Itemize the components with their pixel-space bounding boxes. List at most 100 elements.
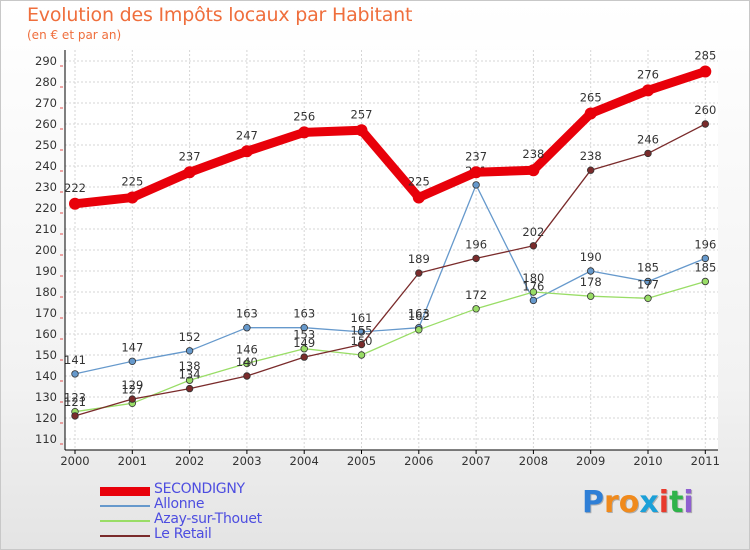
y-tick-label: 220 [35, 201, 57, 215]
data-label: 155 [351, 324, 373, 338]
data-label: 163 [236, 307, 258, 321]
data-label: 276 [637, 67, 659, 81]
data-point [300, 324, 308, 332]
data-label: 222 [64, 181, 86, 195]
data-point [412, 191, 425, 204]
data-point [357, 340, 366, 349]
logo-letter: i [683, 485, 694, 520]
x-tick-label: 2006 [404, 454, 433, 468]
data-label: 152 [179, 330, 201, 344]
x-tick-label: 2000 [60, 454, 89, 468]
chart-subtitle: (en € et par an) [27, 28, 122, 42]
data-point [357, 351, 366, 359]
legend-swatch [100, 520, 150, 522]
x-tick-label: 2005 [347, 454, 376, 468]
data-point [701, 277, 709, 286]
data-point [699, 65, 712, 78]
chart-title: Evolution des Impôts locaux par Habitant [27, 4, 413, 26]
data-point [584, 107, 597, 120]
data-point [472, 181, 480, 189]
y-tick-label: 290 [35, 54, 57, 68]
data-label: 123 [64, 391, 86, 405]
data-label: 172 [465, 288, 487, 302]
legend-label: Azay-sur-Thouet [154, 511, 262, 527]
y-tick-label: 110 [35, 432, 57, 446]
data-label: 260 [694, 103, 716, 117]
data-point [71, 412, 79, 420]
data-label: 178 [580, 275, 602, 289]
data-point [298, 126, 311, 139]
x-tick-label: 2009 [576, 454, 605, 468]
y-tick-label: 210 [35, 222, 57, 236]
data-label: 238 [522, 147, 544, 161]
y-tick-label: 230 [35, 180, 57, 194]
data-label: 138 [179, 359, 201, 373]
data-label: 129 [121, 378, 143, 392]
data-point [587, 267, 595, 275]
y-tick-label: 190 [35, 264, 57, 278]
data-label: 163 [293, 307, 315, 321]
data-label: 163 [408, 307, 430, 321]
data-point [415, 326, 423, 334]
proxiti-logo: Proxiti [582, 485, 694, 520]
logo-letter: P [582, 485, 604, 520]
data-label: 185 [637, 261, 659, 275]
data-point [472, 305, 480, 313]
x-tick-label: 2003 [232, 454, 261, 468]
data-label: 237 [465, 149, 487, 163]
data-label: 196 [465, 237, 487, 251]
legend-swatch [100, 505, 150, 507]
logo-letter: r [604, 485, 619, 520]
y-tick-label: 170 [35, 306, 57, 320]
data-label: 177 [637, 277, 659, 291]
data-point [527, 164, 540, 177]
data-point [644, 277, 652, 286]
data-point [529, 288, 538, 296]
series-line-allonne [74, 184, 706, 375]
data-point [69, 197, 81, 210]
data-label: 149 [293, 336, 315, 350]
data-point [185, 347, 194, 355]
data-point [183, 166, 196, 179]
data-point [529, 296, 538, 305]
y-tick-label: 150 [35, 348, 57, 362]
data-label: 153 [293, 328, 315, 342]
y-tick-label: 250 [35, 138, 57, 152]
y-tick-label: 130 [35, 390, 57, 404]
data-point [644, 149, 652, 158]
legend-label: SECONDIGNY [154, 481, 245, 497]
logo-letter: t [669, 485, 684, 520]
data-label: 140 [236, 355, 258, 369]
data-point [128, 395, 136, 403]
data-label: 265 [580, 91, 602, 105]
data-point [357, 328, 366, 336]
data-point [472, 254, 480, 263]
data-point [300, 345, 308, 353]
data-point [355, 124, 368, 137]
data-point [642, 84, 654, 97]
data-label: 256 [293, 109, 315, 123]
data-point [243, 324, 251, 332]
legend-label: Le Retail [154, 526, 212, 542]
legend-swatch [100, 487, 150, 496]
data-label: 134 [179, 368, 201, 382]
x-tick-label: 2002 [175, 454, 204, 468]
y-tick-label: 180 [35, 285, 57, 299]
x-tick-label: 2011 [691, 454, 720, 468]
data-point [240, 145, 253, 158]
y-tick-label: 270 [35, 96, 57, 110]
y-tick-label: 140 [35, 369, 57, 383]
data-label: 225 [121, 175, 143, 189]
data-point [415, 269, 423, 277]
data-label: 196 [694, 237, 716, 251]
legend-label: Allonne [154, 496, 205, 512]
x-tick-label: 2004 [290, 454, 319, 468]
data-label: 190 [580, 250, 602, 264]
y-tick-label: 200 [35, 243, 57, 257]
x-tick-label: 2008 [519, 454, 548, 468]
data-point [71, 370, 79, 378]
y-tick-label: 120 [35, 411, 57, 425]
data-label: 189 [408, 252, 430, 266]
y-tick-label: 260 [35, 117, 57, 131]
data-point [185, 384, 194, 393]
